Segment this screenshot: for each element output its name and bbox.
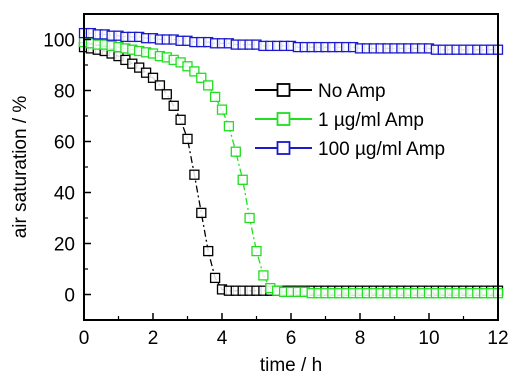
x-tick-label: 8 <box>355 328 366 349</box>
legend-marker <box>276 112 291 126</box>
data-point <box>182 133 193 145</box>
data-point <box>203 245 214 257</box>
data-point <box>175 114 186 125</box>
data-point <box>209 272 221 284</box>
x-tick-label: 4 <box>217 328 228 349</box>
y-axis-title: air saturation / % <box>10 96 31 239</box>
data-point <box>161 89 172 100</box>
y-tick-label: 0 <box>64 286 75 307</box>
data-point <box>189 66 200 77</box>
data-point <box>223 121 235 132</box>
y-tick-label: 100 <box>43 31 75 52</box>
data-point <box>216 104 228 115</box>
series-layer <box>78 27 504 299</box>
x-tick-label: 6 <box>286 328 297 349</box>
x-tick-label: 12 <box>487 328 508 349</box>
ticks-layer: 0 2 4 6 8 10 12 0 20 40 60 80 100 <box>43 13 509 349</box>
data-point <box>251 245 262 257</box>
legend: No Amp 1 µg/ml Amp 100 µg/ml Amp <box>255 81 445 160</box>
legend-label: 1 µg/ml Amp <box>318 110 424 131</box>
legend-label: No Amp <box>318 81 386 102</box>
series-line-2 <box>83 41 498 294</box>
y-tick-label: 40 <box>54 184 75 205</box>
data-point <box>189 169 200 180</box>
data-point <box>209 91 221 103</box>
y-tick-label: 20 <box>54 235 75 256</box>
data-point <box>244 212 255 224</box>
data-point <box>196 207 207 219</box>
series-line-1 <box>83 46 498 292</box>
legend-marker <box>276 141 291 155</box>
legend-label: 100 µg/ml Amp <box>318 139 445 160</box>
x-tick-label: 0 <box>79 328 90 349</box>
x-axis-title: time / h <box>260 355 322 376</box>
data-point <box>147 72 159 83</box>
data-point <box>230 146 241 157</box>
x-tick-label: 2 <box>148 328 159 349</box>
y-tick-label: 60 <box>54 133 75 154</box>
x-tick-label: 10 <box>418 328 439 349</box>
data-point <box>258 270 269 281</box>
data-point <box>154 80 166 91</box>
legend-marker <box>276 83 291 97</box>
data-point <box>168 100 179 111</box>
data-point <box>196 72 207 83</box>
y-tick-label: 80 <box>54 82 75 103</box>
data-point <box>203 80 214 91</box>
data-point <box>237 174 248 185</box>
plot-frame <box>83 13 499 321</box>
